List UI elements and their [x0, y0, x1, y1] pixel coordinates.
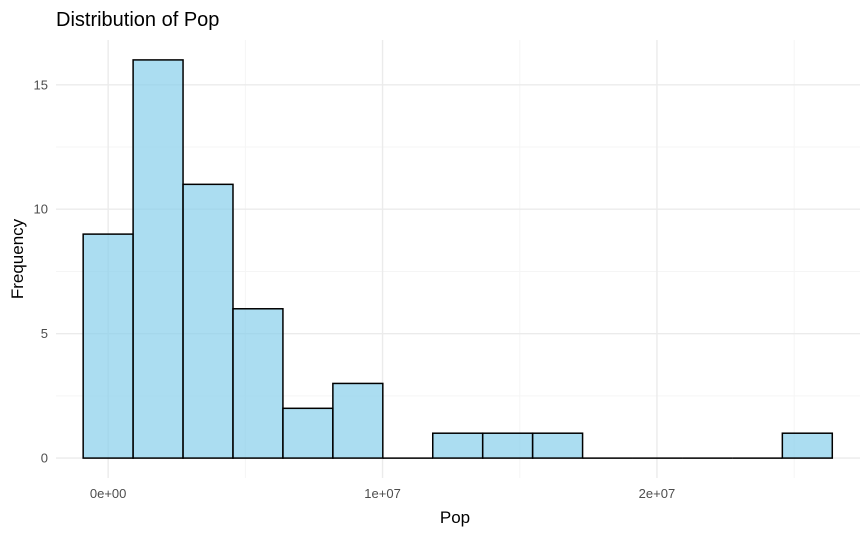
y-axis-ticks: 0 5 10 15 [34, 77, 48, 465]
histogram-bar [432, 432, 484, 459]
y-axis-title: Frequency [8, 218, 27, 299]
y-tick-label: 0 [41, 451, 48, 466]
histogram-bar [781, 432, 834, 459]
bars [82, 59, 834, 459]
x-tick-label: 1e+07 [364, 486, 401, 501]
histogram-bar [332, 382, 384, 459]
histogram-bar [132, 59, 184, 459]
x-axis-ticks: 0e+00 1e+07 2e+07 [90, 486, 675, 501]
y-tick-label: 15 [34, 77, 48, 92]
histogram-bar [531, 432, 584, 459]
x-axis-title: Pop [440, 508, 470, 527]
y-tick-label: 10 [34, 202, 48, 217]
histogram-bar [282, 407, 334, 459]
y-tick-label: 5 [41, 326, 48, 341]
x-tick-label: 2e+07 [639, 486, 676, 501]
histogram-bar [82, 233, 134, 459]
histogram-bar [481, 432, 534, 459]
histogram-bar [232, 308, 284, 459]
chart-title: Distribution of Pop [56, 9, 219, 31]
x-tick-label: 0e+00 [90, 486, 127, 501]
histogram-bar [182, 183, 234, 459]
